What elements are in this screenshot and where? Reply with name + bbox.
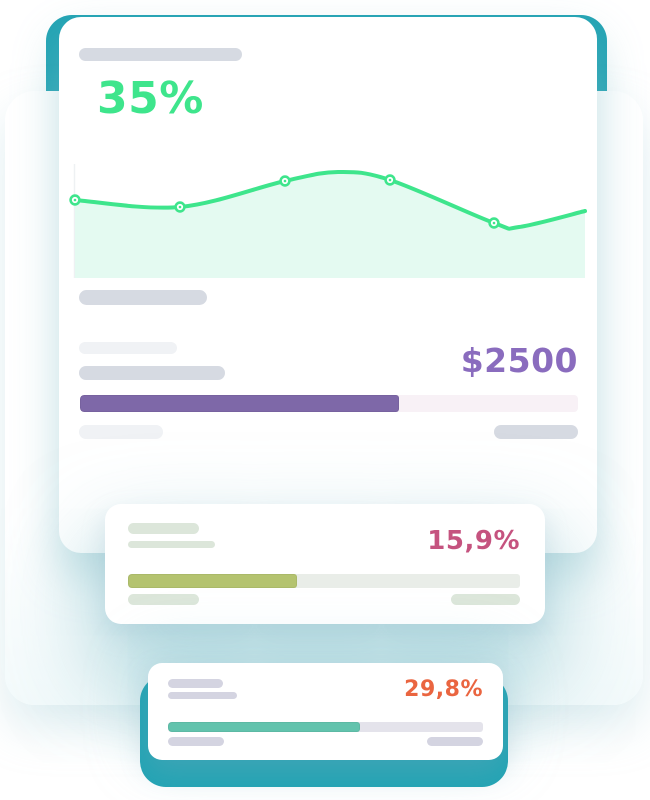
skeleton-title-line (128, 523, 199, 534)
stat-progress-fill (168, 722, 361, 732)
stat-card-teal: 29,8% (148, 663, 503, 760)
skeleton-footnote-line (427, 737, 483, 746)
skeleton-title-line (168, 679, 223, 688)
skeleton-footnote-line (451, 594, 520, 605)
skeleton-section-line (79, 290, 207, 305)
skeleton-footnote-line (494, 425, 578, 439)
chart-point-marker (488, 217, 500, 229)
skeleton-footnote-line (168, 737, 224, 746)
stat-progress-fill (128, 574, 297, 588)
chart-point-marker (69, 194, 81, 206)
skeleton-footnote-line (79, 425, 163, 439)
chart-point-marker (384, 174, 396, 186)
amount-value: $2500 (460, 341, 578, 380)
stat-value: 29,8% (404, 677, 483, 702)
trend-chart (69, 164, 587, 278)
skeleton-footnote-line (128, 594, 199, 605)
skeleton-subtitle-line (128, 541, 215, 548)
stat-progress-track (168, 722, 483, 732)
skeleton-label-line (79, 342, 177, 354)
stat-progress-track (128, 574, 520, 588)
stat-card-olive: 15,9% (105, 504, 545, 624)
chart-point-marker (174, 201, 186, 213)
amount-progress-track (80, 395, 578, 412)
skeleton-subtitle-line (168, 692, 237, 699)
main-chart-card: 35% $2500 (59, 17, 597, 553)
skeleton-label-line (79, 366, 225, 380)
skeleton-title-line (79, 48, 242, 61)
stat-value: 15,9% (427, 526, 520, 556)
percent-value: 35% (97, 73, 204, 124)
amount-progress-fill (80, 395, 399, 412)
chart-area-fill (75, 171, 585, 278)
chart-point-marker (279, 175, 291, 187)
